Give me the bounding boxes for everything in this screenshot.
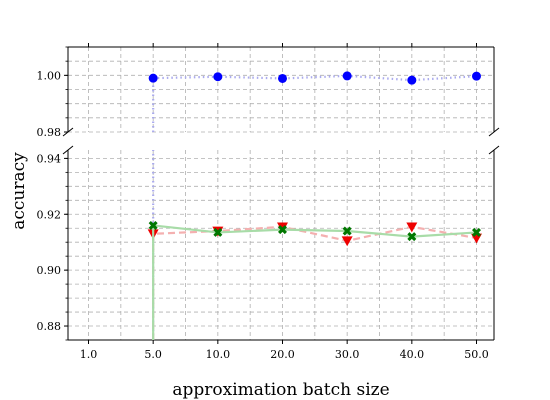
data-point xyxy=(407,232,417,242)
y-tick-label: 0.92 xyxy=(37,208,62,221)
data-point xyxy=(148,220,158,230)
y-tick-label: 0.94 xyxy=(37,152,62,165)
x-tick-label: 10.0 xyxy=(206,348,231,361)
data-point xyxy=(148,73,158,83)
data-point xyxy=(472,227,481,237)
data-point xyxy=(342,226,352,236)
series-2 xyxy=(148,220,481,340)
y-tick-label: 0.98 xyxy=(37,126,62,139)
x-tick-label: 30.0 xyxy=(335,348,360,361)
upper-panel: 0.98 1.00 xyxy=(37,43,495,139)
y-tick-label: 0.90 xyxy=(37,264,62,277)
data-point xyxy=(213,227,223,237)
data-point xyxy=(406,222,418,233)
x-tick-label: 20.0 xyxy=(270,348,295,361)
y-tick-label: 1.00 xyxy=(37,69,62,82)
data-point xyxy=(341,236,353,247)
data-point xyxy=(277,222,288,233)
data-point xyxy=(472,71,481,81)
axis-break-marks xyxy=(62,127,500,155)
series-layer xyxy=(147,71,482,340)
x-tick-label: 40.0 xyxy=(400,348,425,361)
series-1 xyxy=(147,222,482,340)
lower-panel: 1.0 5.0 10.0 20.0 30.0 40.0 50.0 0.88 0.90 0.92 0.… xyxy=(37,150,495,361)
x-axis-label: approximation batch size xyxy=(172,380,389,400)
break-mark xyxy=(62,127,74,137)
data-point xyxy=(407,75,417,85)
x-tick-label: 50.0 xyxy=(464,348,489,361)
x-tick-label: 5.0 xyxy=(144,348,162,361)
x-tick-label: 1.0 xyxy=(80,348,98,361)
data-point xyxy=(342,71,352,81)
data-point xyxy=(278,73,287,83)
break-mark xyxy=(488,145,500,155)
y-axis-label: accuracy xyxy=(9,152,29,230)
y-tick-label: 0.88 xyxy=(37,320,62,333)
break-mark xyxy=(488,127,500,137)
data-point xyxy=(213,72,223,82)
data-point xyxy=(278,225,287,235)
break-mark xyxy=(62,145,74,155)
